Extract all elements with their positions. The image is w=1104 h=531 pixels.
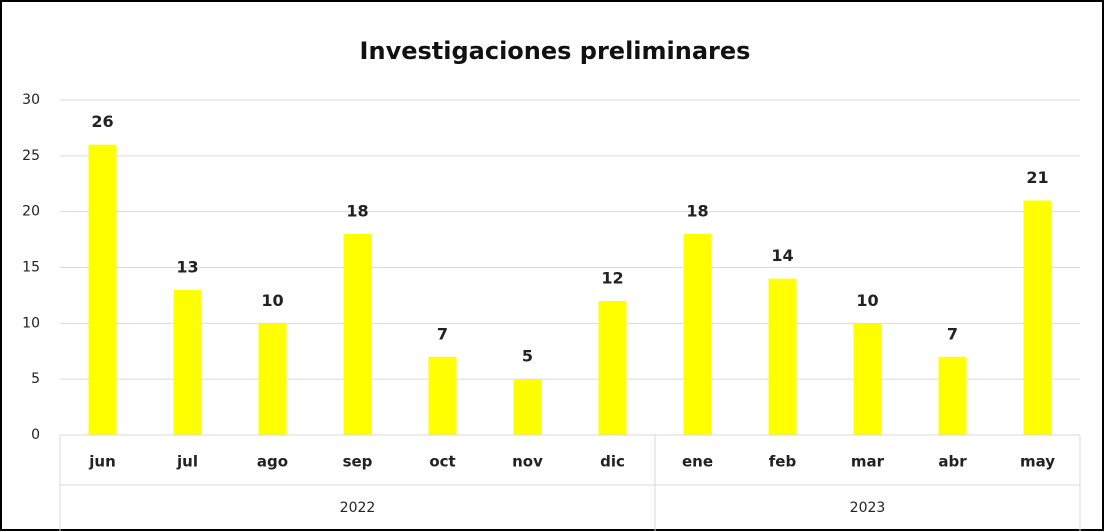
data-label: 18 (346, 202, 368, 221)
x-tick-label: mar (851, 453, 885, 471)
data-label: 7 (437, 324, 448, 343)
data-label: 13 (176, 257, 198, 276)
data-label: 7 (947, 324, 958, 343)
y-tick-label: 25 (22, 148, 40, 164)
x-tick-label: nov (512, 453, 543, 471)
data-label: 5 (522, 347, 533, 366)
y-tick-label: 5 (31, 371, 40, 387)
x-tick-label: sep (343, 453, 373, 471)
bar (683, 234, 712, 435)
data-label: 18 (686, 202, 708, 221)
bar (343, 234, 372, 435)
x-tick-label: feb (769, 453, 797, 471)
x-tick-label: dic (600, 453, 625, 471)
y-tick-label: 15 (22, 260, 40, 276)
bar (853, 323, 882, 435)
data-label: 12 (601, 269, 623, 288)
bar (173, 289, 202, 435)
bar (598, 301, 627, 435)
y-tick-label: 10 (22, 315, 40, 331)
data-label: 10 (261, 291, 283, 310)
data-label: 21 (1026, 168, 1048, 187)
group-label: 2023 (850, 500, 886, 516)
y-tick-label: 30 (22, 92, 40, 108)
y-tick-label: 20 (22, 204, 40, 220)
data-label: 26 (91, 112, 113, 131)
bar (88, 144, 117, 435)
bar (513, 379, 542, 435)
x-tick-label: jul (176, 453, 198, 471)
data-label: 14 (771, 246, 793, 265)
chart-title: Investigaciones preliminares (360, 37, 751, 65)
group-label: 2022 (340, 500, 376, 516)
x-tick-label: jun (88, 453, 116, 471)
y-tick-label: 0 (31, 427, 40, 443)
x-tick-label: ago (257, 453, 288, 471)
x-tick-label: abr (938, 453, 967, 471)
bar (1023, 200, 1052, 435)
x-tick-label: oct (429, 453, 455, 471)
bar (258, 323, 287, 435)
x-tick-label: ene (682, 453, 713, 471)
bar (768, 278, 797, 435)
bar (938, 356, 967, 435)
bar (428, 356, 457, 435)
x-tick-label: may (1020, 453, 1055, 471)
data-label: 10 (856, 291, 878, 310)
